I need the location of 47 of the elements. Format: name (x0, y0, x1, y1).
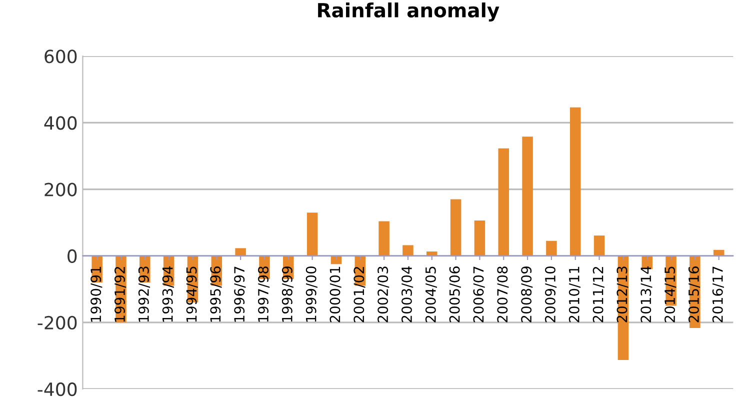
x-tick-label: 2011/12 (592, 266, 604, 322)
x-tick-label: 1999/00 (306, 266, 318, 322)
bar (498, 148, 509, 256)
x-tick-label: 2014/15 (664, 266, 676, 322)
bar (402, 245, 414, 256)
x-tick-label: 2012/13 (616, 266, 628, 322)
x-tick-label: 2015/16 (688, 266, 700, 322)
bar (594, 236, 605, 256)
y-tick-label: 600 (44, 50, 77, 64)
x-tick-label: 2009/10 (544, 266, 557, 322)
x-tick-label: 1993/94 (162, 266, 174, 322)
x-tick-label: 1996/97 (234, 266, 246, 322)
x-tick-label: 2016/17 (712, 266, 724, 322)
x-tick-label: 1997/98 (258, 266, 270, 322)
y-tick-label: 200 (44, 182, 77, 196)
bar (306, 212, 318, 256)
bar (450, 199, 462, 256)
x-tick-label: 2002/03 (378, 266, 390, 322)
y-tick-label: -400 (38, 382, 77, 396)
chart-title: Rainfall anomaly (318, 2, 500, 22)
x-tick-label: 2003/04 (401, 266, 414, 322)
x-tick-label: 2008/09 (521, 266, 533, 322)
bar (522, 136, 533, 256)
x-tick-label: 1991/92 (114, 266, 126, 322)
x-tick-label: 1995/96 (210, 266, 222, 322)
x-tick-label: 2010/11 (568, 266, 580, 322)
x-tick-label: 1992/93 (138, 266, 150, 322)
bar (235, 248, 246, 256)
x-tick-label: 2006/07 (473, 266, 485, 322)
y-tick-label: 400 (44, 116, 77, 130)
x-tick-label: 2001/02 (354, 266, 366, 322)
y-tick-label: -200 (38, 316, 77, 330)
x-tick-label: 2005/06 (449, 266, 461, 322)
bar (426, 252, 438, 256)
bar (546, 240, 557, 256)
bar (378, 221, 390, 256)
bar (474, 220, 486, 256)
x-tick-label: 2013/14 (640, 266, 652, 322)
x-tick-label: 1998/99 (282, 266, 294, 322)
bar (713, 250, 724, 256)
x-tick-label: 2000/01 (330, 266, 342, 322)
y-tick-label: 0 (68, 249, 77, 263)
x-tick-label: 2004/05 (425, 266, 437, 322)
bar (570, 107, 581, 256)
x-tick-label: 2007/08 (497, 266, 509, 322)
x-tick-label: 1994/95 (186, 266, 198, 322)
x-tick-label: 1990/91 (90, 266, 102, 322)
